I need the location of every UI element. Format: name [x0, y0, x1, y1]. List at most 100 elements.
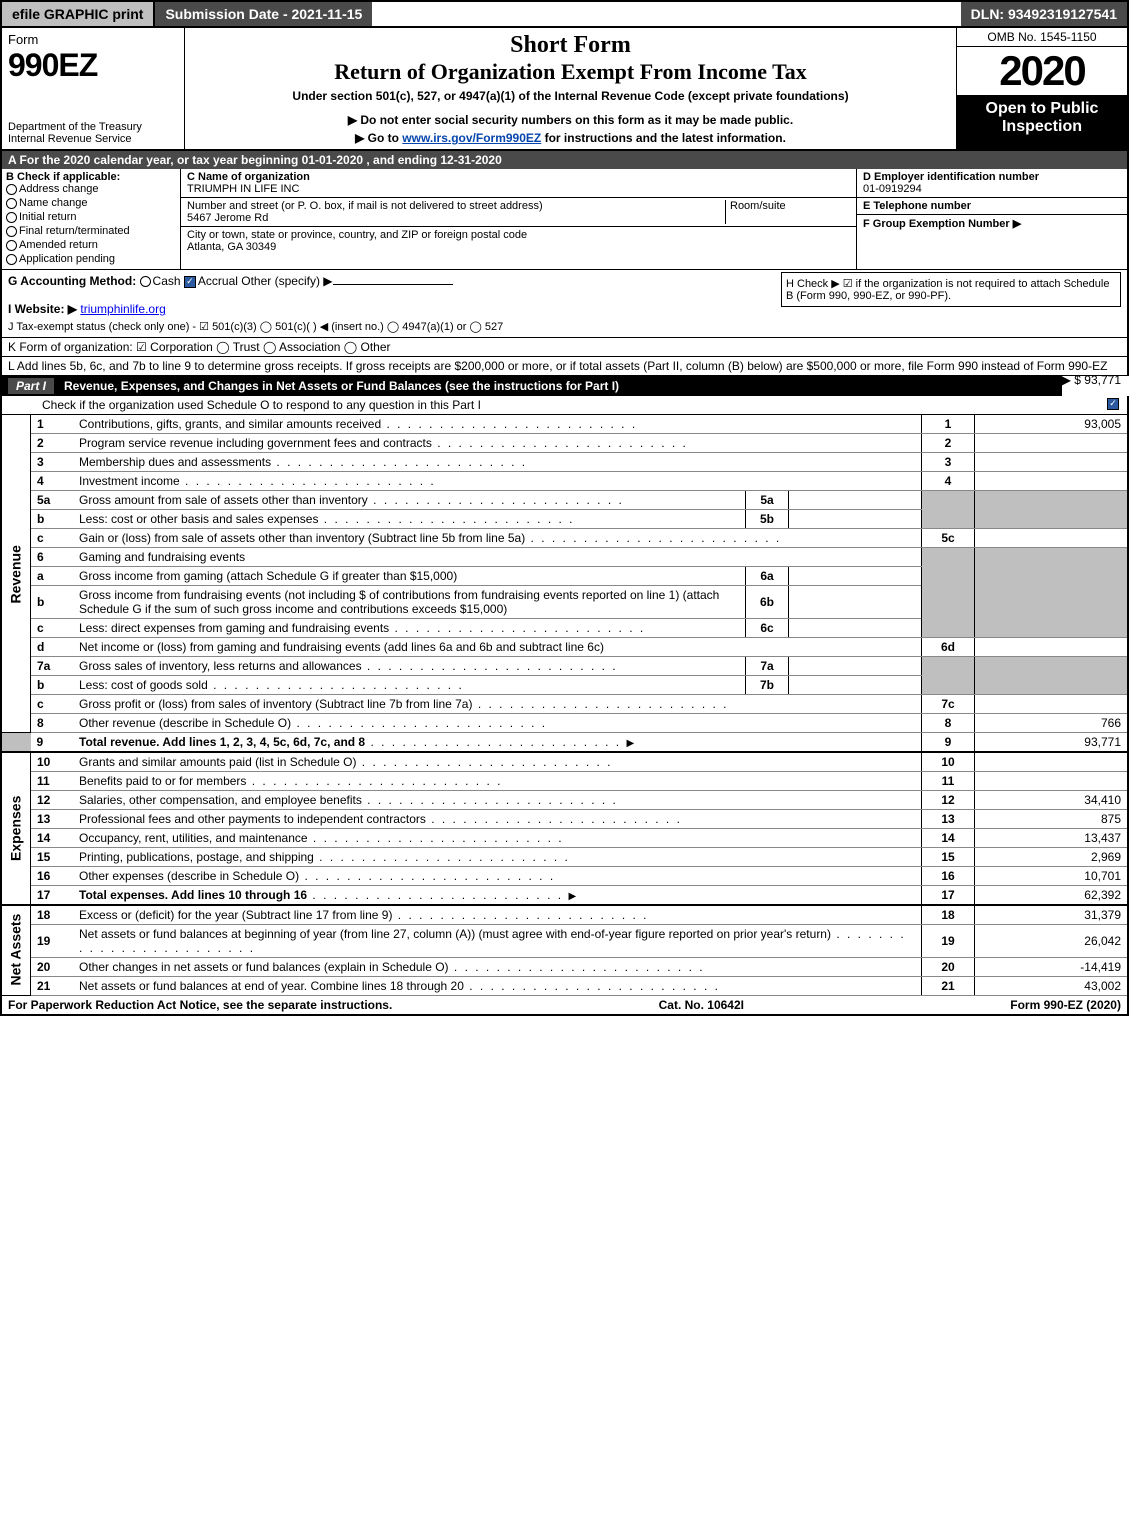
row-j-tax-exempt: J Tax-exempt status (check only one) - ☑… — [8, 320, 1121, 333]
line-6c-midval — [789, 619, 922, 638]
line-5c-value — [975, 529, 1129, 548]
chk-address-change[interactable]: Address change — [6, 183, 176, 195]
line-11-num: 11 — [31, 772, 74, 791]
line-7c-num: c — [31, 695, 74, 714]
line-6b-num: b — [31, 586, 74, 619]
group-exemption-cell: F Group Exemption Number ▶ — [857, 215, 1127, 269]
tax-year: 2020 — [957, 47, 1127, 96]
line-17-desc: Total expenses. Add lines 10 through 16 — [79, 888, 307, 902]
line-20-rnum: 20 — [922, 958, 975, 977]
line-9-row: 9 Total revenue. Add lines 1, 2, 3, 4, 5… — [1, 733, 1128, 753]
line-11-rnum: 11 — [922, 772, 975, 791]
line-7a-midval — [789, 657, 922, 676]
line-5c-desc: Gain or (loss) from sale of assets other… — [79, 531, 525, 545]
city-label: City or town, state or province, country… — [187, 229, 527, 241]
efile-print-button[interactable]: efile GRAPHIC print — [2, 2, 155, 26]
row-l-text: L Add lines 5b, 6c, and 7b to line 9 to … — [8, 359, 1107, 373]
chk-initial-return[interactable]: Initial return — [6, 211, 176, 223]
line-5c-num: c — [31, 529, 74, 548]
ssn-warning-text: ▶ Do not enter social security numbers o… — [191, 113, 950, 127]
website-link[interactable]: triumphinlife.org — [80, 302, 165, 316]
line-1-num: 1 — [31, 415, 74, 434]
website-label: I Website: ▶ — [8, 302, 77, 316]
line-14-value: 13,437 — [975, 829, 1129, 848]
telephone-cell: E Telephone number — [857, 198, 1127, 215]
box-c-name-address: C Name of organization TRIUMPH IN LIFE I… — [181, 169, 857, 269]
line-6d-rnum: 6d — [922, 638, 975, 657]
chk-final-return[interactable]: Final return/terminated — [6, 225, 176, 237]
line-10-desc: Grants and similar amounts paid (list in… — [79, 755, 356, 769]
expenses-side-tab: Expenses — [1, 752, 31, 905]
line-9-rnum: 9 — [922, 733, 975, 753]
line-2-row: 2 Program service revenue including gove… — [1, 434, 1128, 453]
line-14-num: 14 — [31, 829, 74, 848]
other-specify-line[interactable] — [333, 284, 453, 285]
line-7a-row: 7a Gross sales of inventory, less return… — [1, 657, 1128, 676]
line-6a-midval — [789, 567, 922, 586]
line-19-desc: Net assets or fund balances at beginning… — [79, 927, 831, 941]
part-1-lines-table: Revenue 1 Contributions, gifts, grants, … — [0, 415, 1129, 996]
under-section-text: Under section 501(c), 527, or 4947(a)(1)… — [191, 89, 950, 103]
line-3-desc: Membership dues and assessments — [79, 455, 271, 469]
group-exemption-label: F Group Exemption Number ▶ — [863, 218, 1021, 230]
org-name-label: C Name of organization — [187, 171, 310, 183]
line-17-num: 17 — [31, 886, 74, 906]
line-5ab-rval-shade — [975, 491, 1129, 529]
row-l-amount: ▶ $ 93,771 — [1062, 373, 1121, 387]
line-14-rnum: 14 — [922, 829, 975, 848]
arrow-icon — [624, 735, 636, 749]
line-17-row: 17 Total expenses. Add lines 10 through … — [1, 886, 1128, 906]
ein-value: 01-0919294 — [863, 183, 922, 195]
accrual-checkbox[interactable] — [184, 276, 196, 288]
entity-info-row: B Check if applicable: Address change Na… — [0, 169, 1129, 270]
line-16-desc: Other expenses (describe in Schedule O) — [79, 869, 299, 883]
line-5a-midval — [789, 491, 922, 510]
chk-name-change[interactable]: Name change — [6, 197, 176, 209]
line-17-rnum: 17 — [922, 886, 975, 906]
chk-application-pending[interactable]: Application pending — [6, 253, 176, 265]
form-990ez-footer: Form 990-EZ (2020) — [1010, 998, 1121, 1012]
line-7a-midnum: 7a — [746, 657, 789, 676]
netassets-side-tab: Net Assets — [1, 905, 31, 996]
line-4-desc: Investment income — [79, 474, 180, 488]
box-b-title: B Check if applicable: — [6, 171, 120, 183]
room-suite-cell: Room/suite — [725, 200, 850, 224]
line-5b-midnum: 5b — [746, 510, 789, 529]
ein-cell: D Employer identification number 01-0919… — [857, 169, 1127, 198]
line-7c-value — [975, 695, 1129, 714]
line-7c-rnum: 7c — [922, 695, 975, 714]
chk-amended-return[interactable]: Amended return — [6, 239, 176, 251]
schedule-o-checkbox[interactable] — [1107, 398, 1119, 410]
cash-radio[interactable] — [140, 276, 151, 287]
line-4-value — [975, 472, 1129, 491]
line-13-row: 13 Professional fees and other payments … — [1, 810, 1128, 829]
line-1-row: Revenue 1 Contributions, gifts, grants, … — [1, 415, 1128, 434]
line-5b-num: b — [31, 510, 74, 529]
line-6-row: 6 Gaming and fundraising events — [1, 548, 1128, 567]
line-18-rnum: 18 — [922, 905, 975, 925]
line-11-value — [975, 772, 1129, 791]
line-6abc-rval-shade — [975, 548, 1129, 638]
line-12-rnum: 12 — [922, 791, 975, 810]
line-3-rnum: 3 — [922, 453, 975, 472]
line-21-num: 21 — [31, 977, 74, 996]
line-18-value: 31,379 — [975, 905, 1129, 925]
line-14-row: 14 Occupancy, rent, utilities, and maint… — [1, 829, 1128, 848]
line-12-value: 34,410 — [975, 791, 1129, 810]
header-left-cell: Form 990EZ Department of the Treasury In… — [2, 28, 185, 149]
irs-link[interactable]: www.irs.gov/Form990EZ — [402, 131, 541, 145]
line-21-rnum: 21 — [922, 977, 975, 996]
part-1-title: Revenue, Expenses, and Changes in Net As… — [64, 379, 619, 393]
other-specify-label: Other (specify) ▶ — [241, 274, 332, 288]
line-10-num: 10 — [31, 752, 74, 772]
line-15-num: 15 — [31, 848, 74, 867]
line-6b-midnum: 6b — [746, 586, 789, 619]
form-number: 990EZ — [8, 47, 97, 83]
line-1-value: 93,005 — [975, 415, 1129, 434]
return-title: Return of Organization Exempt From Incom… — [191, 59, 950, 85]
line-13-rnum: 13 — [922, 810, 975, 829]
line-6d-num: d — [31, 638, 74, 657]
row-l-gross-receipts: L Add lines 5b, 6c, and 7b to line 9 to … — [0, 357, 1129, 376]
line-7c-row: c Gross profit or (loss) from sales of i… — [1, 695, 1128, 714]
street-label: Number and street (or P. O. box, if mail… — [187, 200, 543, 212]
